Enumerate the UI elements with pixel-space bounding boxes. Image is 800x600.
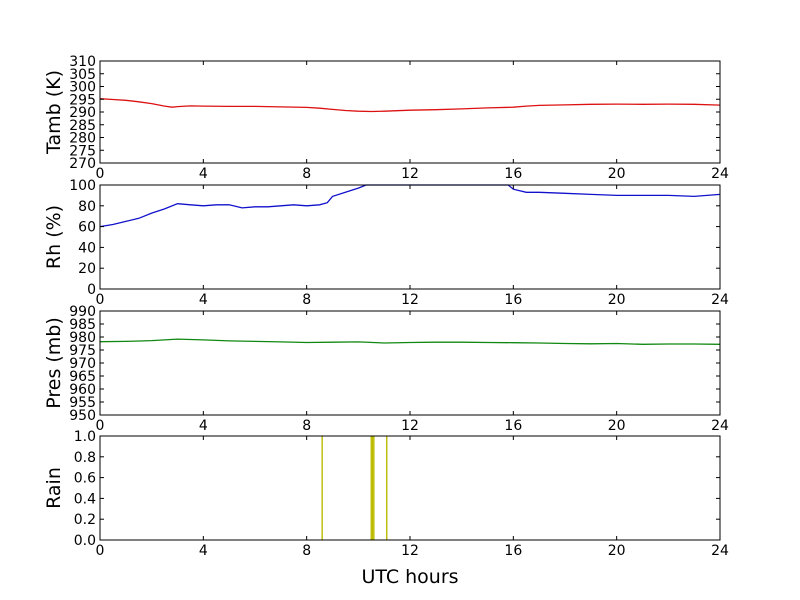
humidity-xtick-label: 20 [608, 292, 626, 308]
pressure-xtick-label: 8 [302, 418, 311, 434]
humidity-ytick-label: 80 [78, 199, 96, 215]
temperature-ytick-label: 300 [69, 80, 96, 96]
temperature-panel: 0 4 8 12 16 20 24 270275280285290295300305310Ta… [43, 54, 729, 182]
rain-xtick-label: 8 [302, 543, 311, 559]
rain-ytick-label: 0.6 [74, 471, 96, 487]
temperature-xtick-label: 8 [302, 166, 311, 182]
rain-xtick-label: 0 [96, 543, 105, 559]
humidity-ylabel: Rh (%) [43, 205, 65, 269]
humidity-xtick-label: 8 [302, 292, 311, 308]
pressure-xtick-label: 12 [401, 418, 419, 434]
temperature-ytick-label: 275 [69, 143, 96, 159]
rain-axes-frame [99, 435, 721, 541]
temperature-ylabel: Tamb (K) [43, 70, 65, 155]
temperature-ytick-label: 285 [69, 118, 96, 134]
humidity-ytick-label: 100 [69, 178, 96, 194]
humidity-xtick-label: 24 [711, 292, 729, 308]
pressure-series-line [99, 338, 721, 345]
temperature-ytick-label: 305 [69, 67, 96, 83]
pressure-ylabel: Pres (mb) [43, 317, 65, 409]
pressure-ytick-label: 990 [69, 304, 96, 320]
pressure-ytick-label: 970 [69, 356, 96, 372]
temperature-ytick-label: 280 [69, 131, 96, 147]
rain-xtick-label: 4 [199, 543, 208, 559]
humidity-xtick-label: 16 [504, 292, 522, 308]
humidity-ytick-label: 40 [78, 240, 96, 256]
temperature-xtick-label: 0 [96, 166, 105, 182]
pressure-xtick-label: 0 [96, 418, 105, 434]
pressure-xtick-label: 24 [711, 418, 729, 434]
pressure-axes-frame [99, 310, 721, 416]
rain-ytick-label: 0.4 [74, 491, 96, 507]
pressure-panel: 0 4 8 12 16 20 24 950955960965970975980985990Pr… [43, 304, 729, 434]
rain-xtick-label: 16 [504, 543, 522, 559]
humidity-ytick-label: 20 [78, 261, 96, 277]
rain-panel: 0 4 8 12 16 20 24 0.0 0.2 0.4 0.6 0.8 1.0 Rain UTC hou… [43, 429, 729, 588]
temperature-xtick-label: 24 [711, 166, 729, 182]
humidity-ytick-label: 60 [78, 220, 96, 236]
pressure-xtick-label: 4 [199, 418, 208, 434]
temperature-ytick-label: 310 [69, 54, 96, 70]
humidity-xtick-label: 4 [199, 292, 208, 308]
pressure-ytick-label: 980 [69, 330, 96, 346]
temperature-xtick-label: 12 [401, 166, 419, 182]
rain-xtick-label: 20 [608, 543, 626, 559]
pressure-xtick-label: 20 [608, 418, 626, 434]
humidity-series-line [99, 184, 721, 228]
temperature-axes-frame [99, 60, 721, 164]
pressure-ytick-label: 975 [69, 343, 96, 359]
rain-ytick-label: 1.0 [74, 429, 96, 445]
humidity-ytick-label: 0 [87, 282, 96, 298]
rain-ytick-label: 0.8 [74, 450, 96, 466]
temperature-xtick-label: 16 [504, 166, 522, 182]
temperature-ytick-label: 295 [69, 92, 96, 108]
humidity-axes-frame [99, 184, 721, 290]
pressure-ytick-label: 955 [69, 395, 96, 411]
temperature-xtick-label: 20 [608, 166, 626, 182]
rain-xtick-label: 24 [711, 543, 729, 559]
rain-xtick-label: 12 [401, 543, 419, 559]
temperature-ytick-label: 290 [69, 105, 96, 121]
temperature-xtick-label: 4 [199, 166, 208, 182]
pressure-ytick-label: 985 [69, 317, 96, 333]
x-axis-label: UTC hours [361, 566, 458, 588]
humidity-xtick-label: 0 [96, 292, 105, 308]
humidity-xtick-label: 12 [401, 292, 419, 308]
pressure-xtick-label: 16 [504, 418, 522, 434]
temperature-series-line [99, 98, 721, 113]
pressure-ytick-label: 950 [69, 408, 96, 424]
rain-ytick-label: 0.2 [74, 512, 96, 528]
rain-ytick-label: 0.0 [74, 533, 96, 549]
temperature-ytick-label: 270 [69, 156, 96, 172]
pressure-ytick-label: 965 [69, 369, 96, 385]
pressure-ytick-label: 960 [69, 382, 96, 398]
rain-ylabel: Rain [43, 467, 65, 509]
